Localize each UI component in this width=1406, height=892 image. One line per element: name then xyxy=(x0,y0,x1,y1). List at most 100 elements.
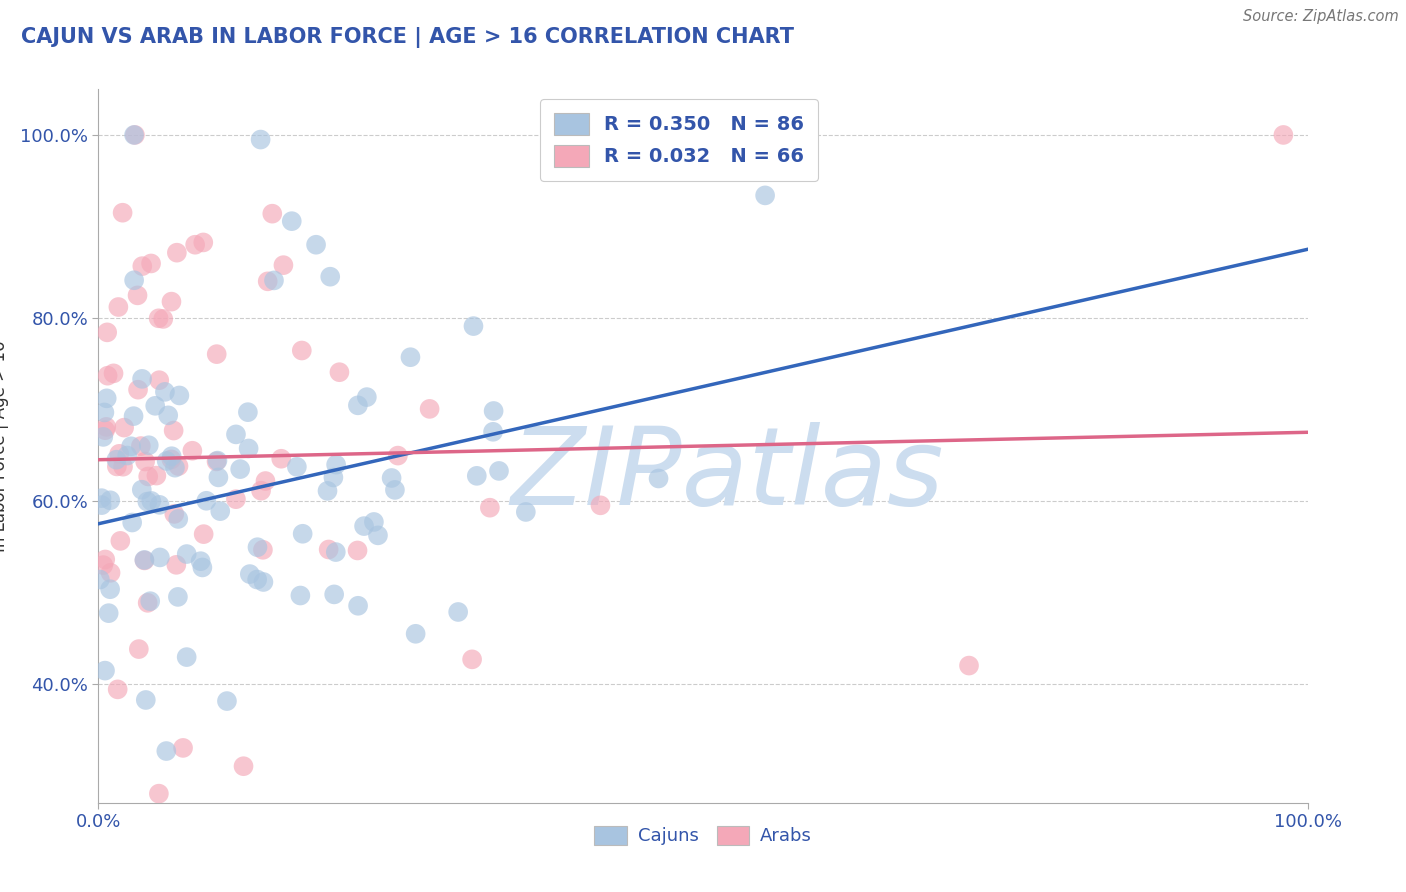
Arabs xyxy=(461,652,484,666)
Arabs xyxy=(328,365,350,379)
Arabs xyxy=(96,420,118,434)
Arabs xyxy=(160,294,183,309)
Arabs xyxy=(162,424,184,438)
Cajuns xyxy=(482,425,505,439)
Arabs xyxy=(160,452,183,467)
Arabs xyxy=(165,558,187,572)
Cajuns xyxy=(381,471,404,485)
Cajuns xyxy=(305,237,328,252)
Arabs xyxy=(148,311,170,326)
Arabs xyxy=(110,533,132,548)
Cajuns xyxy=(157,409,180,423)
Arabs xyxy=(232,759,254,773)
Cajuns xyxy=(367,528,389,542)
Cajuns xyxy=(148,498,170,512)
Arabs xyxy=(134,553,156,567)
Cajuns xyxy=(156,454,179,468)
Cajuns xyxy=(131,372,153,386)
Cajuns xyxy=(94,664,117,678)
Arabs xyxy=(128,642,150,657)
Cajuns xyxy=(347,599,370,613)
Cajuns xyxy=(281,214,304,228)
Cajuns xyxy=(139,594,162,608)
Arabs xyxy=(131,259,153,273)
Arabs xyxy=(127,288,149,302)
Legend: Cajuns, Arabs: Cajuns, Arabs xyxy=(585,816,821,855)
Arabs xyxy=(254,474,277,488)
Arabs xyxy=(1272,128,1295,142)
Arabs xyxy=(103,367,125,381)
Arabs xyxy=(163,507,186,521)
Text: Source: ZipAtlas.com: Source: ZipAtlas.com xyxy=(1243,9,1399,24)
Arabs xyxy=(105,459,128,474)
Arabs xyxy=(148,787,170,801)
Cajuns xyxy=(136,494,159,508)
Cajuns xyxy=(134,553,156,567)
Cajuns xyxy=(482,404,505,418)
Cajuns xyxy=(447,605,470,619)
Cajuns xyxy=(105,452,128,467)
Y-axis label: In Labor Force | Age > 16: In Labor Force | Age > 16 xyxy=(0,340,8,552)
Cajuns xyxy=(316,483,339,498)
Cajuns xyxy=(195,493,218,508)
Cajuns xyxy=(122,273,145,287)
Arabs xyxy=(478,500,501,515)
Cajuns xyxy=(89,573,111,587)
Arabs xyxy=(145,468,167,483)
Arabs xyxy=(193,527,215,541)
Cajuns xyxy=(465,468,488,483)
Cajuns xyxy=(121,516,143,530)
Cajuns xyxy=(115,449,138,463)
Cajuns xyxy=(90,491,112,505)
Arabs xyxy=(94,423,117,437)
Cajuns xyxy=(225,427,247,442)
Arabs xyxy=(97,368,120,383)
Arabs xyxy=(957,658,980,673)
Arabs xyxy=(111,205,134,219)
Arabs xyxy=(273,258,295,272)
Arabs xyxy=(152,312,174,326)
Cajuns xyxy=(291,526,314,541)
Cajuns xyxy=(754,188,776,202)
Arabs xyxy=(96,326,118,340)
Cajuns xyxy=(399,350,422,364)
Cajuns xyxy=(246,540,269,554)
Arabs xyxy=(225,492,247,507)
Arabs xyxy=(172,740,194,755)
Cajuns xyxy=(190,554,212,568)
Arabs xyxy=(184,237,207,252)
Cajuns xyxy=(138,438,160,452)
Arabs xyxy=(262,207,284,221)
Arabs xyxy=(387,449,409,463)
Cajuns xyxy=(191,560,214,574)
Arabs xyxy=(291,343,314,358)
Cajuns xyxy=(405,627,427,641)
Cajuns xyxy=(322,470,344,484)
Cajuns xyxy=(319,269,342,284)
Cajuns xyxy=(167,512,190,526)
Arabs xyxy=(256,274,278,288)
Arabs xyxy=(124,128,146,142)
Cajuns xyxy=(323,587,346,601)
Arabs xyxy=(136,596,159,610)
Arabs xyxy=(318,542,340,557)
Arabs xyxy=(205,454,228,468)
Cajuns xyxy=(384,483,406,497)
Cajuns xyxy=(96,392,118,406)
Cajuns xyxy=(325,545,347,559)
Arabs xyxy=(134,454,156,468)
Cajuns xyxy=(488,464,510,478)
Cajuns xyxy=(98,582,121,597)
Arabs xyxy=(419,401,441,416)
Arabs xyxy=(252,542,274,557)
Cajuns xyxy=(236,405,259,419)
Cajuns xyxy=(353,519,375,533)
Cajuns xyxy=(131,483,153,497)
Arabs xyxy=(139,256,162,270)
Cajuns xyxy=(141,494,163,508)
Arabs xyxy=(205,347,228,361)
Arabs xyxy=(193,235,215,250)
Cajuns xyxy=(120,439,142,453)
Cajuns xyxy=(143,399,166,413)
Arabs xyxy=(107,300,129,314)
